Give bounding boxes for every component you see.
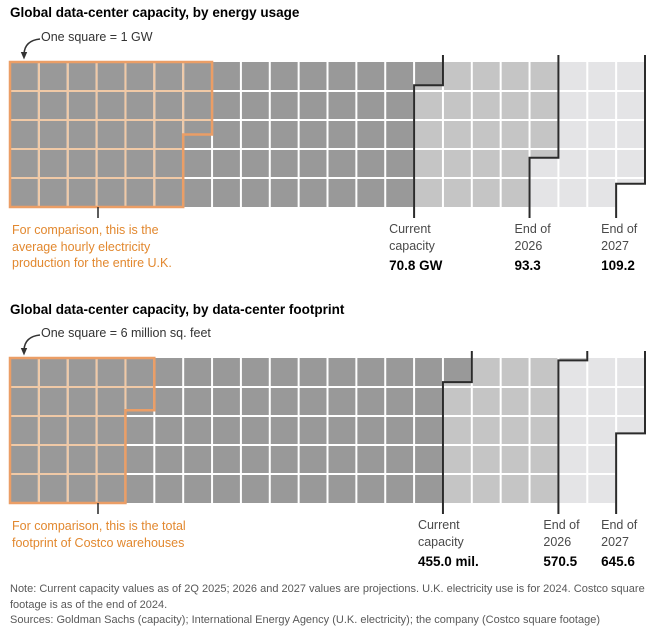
square-legend-footprint: One square = 6 million sq. feet	[41, 326, 211, 340]
waffle-chart-footprint	[8, 351, 646, 514]
boundary-line-2	[615, 55, 646, 218]
series-label-1: End of 2026 93.3	[515, 221, 551, 273]
waffle-chart-energy	[8, 55, 646, 218]
boundary-line-1	[528, 55, 560, 218]
boundary-line-0	[441, 351, 473, 514]
series-value: 455.0 mil.	[417, 554, 479, 569]
footer: Note: Current capacity values as of 2Q 2…	[10, 582, 656, 629]
curved-arrow-icon	[20, 38, 41, 60]
series-label-text: End of 2027	[601, 518, 638, 549]
waffle-region-0	[10, 62, 443, 207]
series-label-2: End of 2027 645.6	[601, 517, 637, 569]
series-label-text: End of 2026	[514, 222, 551, 253]
square-legend-energy: One square = 1 GW	[41, 30, 153, 44]
series-label-0: Current capacity 455.0 mil.	[418, 517, 479, 569]
series-value: 70.8 GW	[389, 258, 443, 273]
comparison-caption-uk: For comparison, this is the average hour…	[12, 223, 172, 270]
series-label-0: Current capacity 70.8 GW	[389, 221, 442, 273]
series-label-text: End of 2026	[543, 518, 580, 549]
comparison-outline	[8, 60, 214, 209]
series-label-1: End of 2026 570.5	[543, 517, 579, 569]
curved-arrow-icon	[20, 334, 41, 356]
note-text: Note: Current capacity values as of 2Q 2…	[10, 583, 645, 611]
series-label-text: Current capacity	[389, 222, 435, 253]
series-value: 93.3	[514, 258, 541, 273]
comparison-outline	[8, 356, 156, 505]
boundary-line-1	[557, 351, 589, 514]
boundary-line-2	[615, 351, 646, 514]
chart-title-footprint: Global data-center capacity, by data-cen…	[10, 302, 345, 317]
sources-text: Sources: Goldman Sachs (capacity); Inter…	[10, 614, 600, 626]
series-label-text: End of 2027	[601, 222, 638, 253]
series-value: 570.5	[543, 554, 578, 569]
comparison-caption-costco: For comparison, this is the total footpr…	[12, 519, 186, 550]
series-label-2: End of 2027 109.2	[601, 221, 637, 273]
series-value: 645.6	[601, 554, 635, 569]
series-value: 109.2	[601, 258, 635, 273]
boundary-line-0	[413, 55, 444, 218]
series-label-text: Current capacity	[417, 518, 464, 549]
chart-title-energy: Global data-center capacity, by energy u…	[10, 5, 300, 20]
